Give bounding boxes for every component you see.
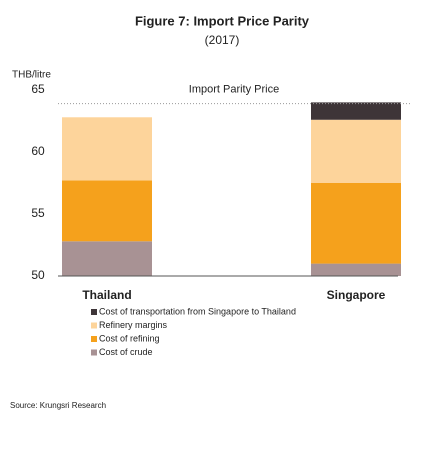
legend-label: Refinery margins <box>99 320 168 330</box>
y-axis-label: THB/litre <box>12 70 51 81</box>
x-tick-label: Thailand <box>82 288 131 302</box>
legend-swatch <box>91 309 97 315</box>
legend-swatch <box>91 349 97 356</box>
bar-segment <box>311 183 401 264</box>
bar-segment <box>311 102 401 120</box>
reference-label: Import Parity Price <box>189 84 279 96</box>
bar-segment <box>311 119 401 183</box>
bar-segment <box>62 241 152 276</box>
legend-label: Cost of refining <box>99 333 160 343</box>
y-tick-label: 55 <box>31 206 45 220</box>
legend-swatch <box>91 336 97 342</box>
chart-subtitle: (2017) <box>205 33 240 47</box>
legend-swatch <box>91 322 97 329</box>
bar-segment <box>62 180 152 242</box>
bar-segment <box>62 117 152 181</box>
legend-label: Cost of transportation from Singapore to… <box>99 306 296 316</box>
x-tick-label: Singapore <box>327 288 386 302</box>
chart-title: Figure 7: Import Price Parity <box>135 13 310 28</box>
legend-label: Cost of crude <box>99 347 153 357</box>
source: Source: Krungsri Research <box>10 401 106 410</box>
y-tick-label: 60 <box>31 144 45 158</box>
y-tick-label: 50 <box>31 268 45 282</box>
y-tick-label: 65 <box>31 82 45 96</box>
bar-segment <box>311 263 401 276</box>
